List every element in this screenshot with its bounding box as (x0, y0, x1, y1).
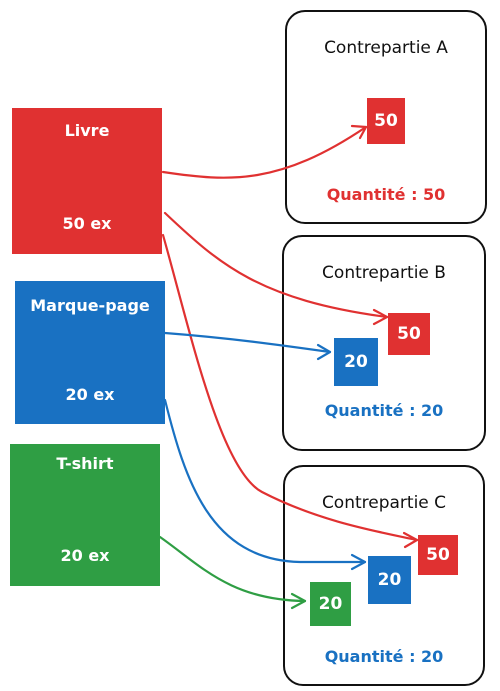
counterpart-b-title: Contrepartie B (322, 263, 446, 283)
counterpart-b-item-marque-page: 20 (334, 338, 378, 386)
counterpart-a-quantity: Quantité : 50 (326, 185, 446, 204)
product-t-shirt-name: T-shirt (56, 454, 114, 473)
product-marque-page-name: Marque-page (30, 296, 150, 315)
product-marque-page: Marque-page 20 ex (15, 281, 165, 424)
counterpart-c-item-marque-page: 20 (368, 556, 411, 604)
counterpart-b-quantity: Quantité : 20 (324, 401, 444, 420)
product-t-shirt: T-shirt 20 ex (10, 444, 160, 586)
product-livre-name: Livre (64, 121, 110, 140)
counterpart-b: Contrepartie B 50 20 Quantité : 20 (282, 235, 486, 451)
counterpart-c: Contrepartie C 50 20 20 Quantité : 20 (283, 465, 485, 686)
product-t-shirt-quantity: 20 ex (60, 546, 110, 565)
counterpart-c-title: Contrepartie C (321, 493, 447, 513)
counterpart-b-item-livre: 50 (388, 313, 430, 355)
counterpart-a-title: Contrepartie A (324, 38, 448, 58)
counterpart-a-item-livre: 50 (367, 98, 405, 144)
counterpart-a: Contrepartie A 50 Quantité : 50 (285, 10, 487, 224)
product-marque-page-quantity: 20 ex (65, 385, 115, 404)
product-livre: Livre 50 ex (12, 108, 162, 254)
counterpart-c-item-t-shirt: 20 (310, 582, 351, 626)
counterpart-c-item-livre: 50 (418, 535, 458, 575)
counterpart-c-quantity: Quantité : 20 (324, 647, 444, 666)
product-livre-quantity: 50 ex (62, 214, 112, 233)
